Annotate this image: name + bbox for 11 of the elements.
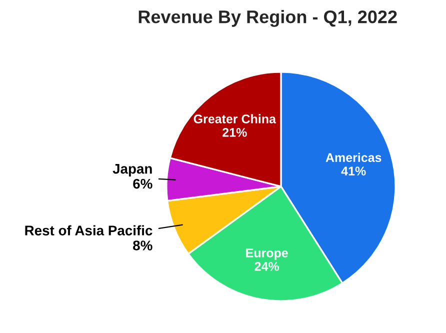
slice-label: Americas [326,152,382,162]
data-label: 6% [133,178,152,189]
data-label: 24% [254,262,279,271]
slice-label: Europe [246,248,288,260]
slice-label: Rest of Asia Pacific [25,225,152,236]
chart-title: Revenue By Region - Q1, 2022 [138,10,397,27]
slice-label: Greater China [194,114,276,124]
data-label: 21% [222,128,247,137]
data-label: 8% [133,240,152,250]
data-label: 41% [341,166,366,176]
slice-label: Japan [112,164,152,176]
